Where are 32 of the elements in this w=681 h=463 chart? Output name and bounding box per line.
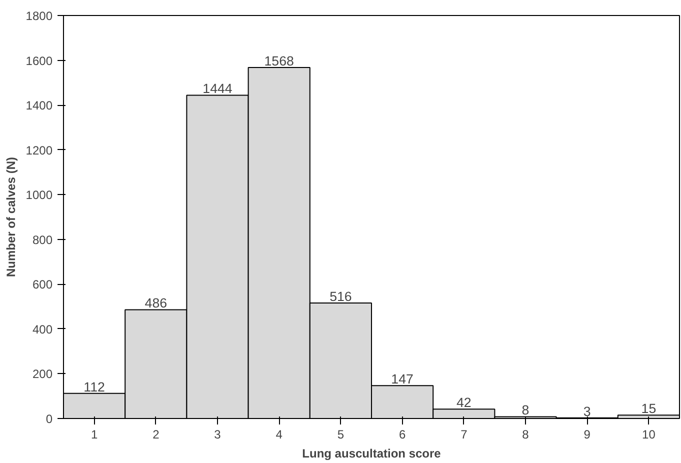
x-tick-label: 6: [398, 428, 406, 442]
data-label: 147: [391, 372, 414, 387]
data-label: 8: [522, 402, 530, 418]
x-axis-title: Lung auscultation score: [302, 446, 442, 460]
x-tick-label: 2: [152, 428, 160, 442]
x-tick-label: 10: [642, 428, 656, 442]
x-tick-label: 8: [522, 428, 530, 442]
x-tick-label: 7: [460, 428, 468, 442]
x-tick-label: 1: [90, 428, 98, 442]
x-tick-label: 5: [337, 428, 344, 442]
data-label: 1568: [264, 53, 294, 68]
data-label: 486: [144, 296, 168, 311]
y-tick-label: 1600: [26, 54, 53, 68]
x-tick-label: 9: [584, 428, 591, 442]
x-tick-label: 4: [276, 428, 283, 442]
x-tick-label: 3: [214, 428, 222, 442]
y-axis-title: Number of calves (N): [4, 156, 18, 278]
y-tick-label: 1800: [26, 9, 53, 23]
y-tick-label: 1400: [26, 98, 53, 113]
data-label: 3: [583, 404, 591, 419]
y-tick-label: 200: [32, 367, 53, 382]
y-tick-label: 800: [32, 232, 53, 247]
data-label: 112: [84, 379, 105, 394]
data-label: 1444: [202, 81, 233, 96]
y-tick-label: 1200: [26, 143, 53, 158]
y-tick-label: 1000: [26, 188, 53, 202]
data-label: 15: [641, 401, 656, 416]
y-tick-label: 0: [46, 412, 53, 426]
y-tick-label: 400: [32, 322, 53, 336]
data-label: 42: [456, 395, 472, 410]
data-label: 516: [330, 288, 352, 304]
y-tick-label: 600: [32, 278, 53, 292]
